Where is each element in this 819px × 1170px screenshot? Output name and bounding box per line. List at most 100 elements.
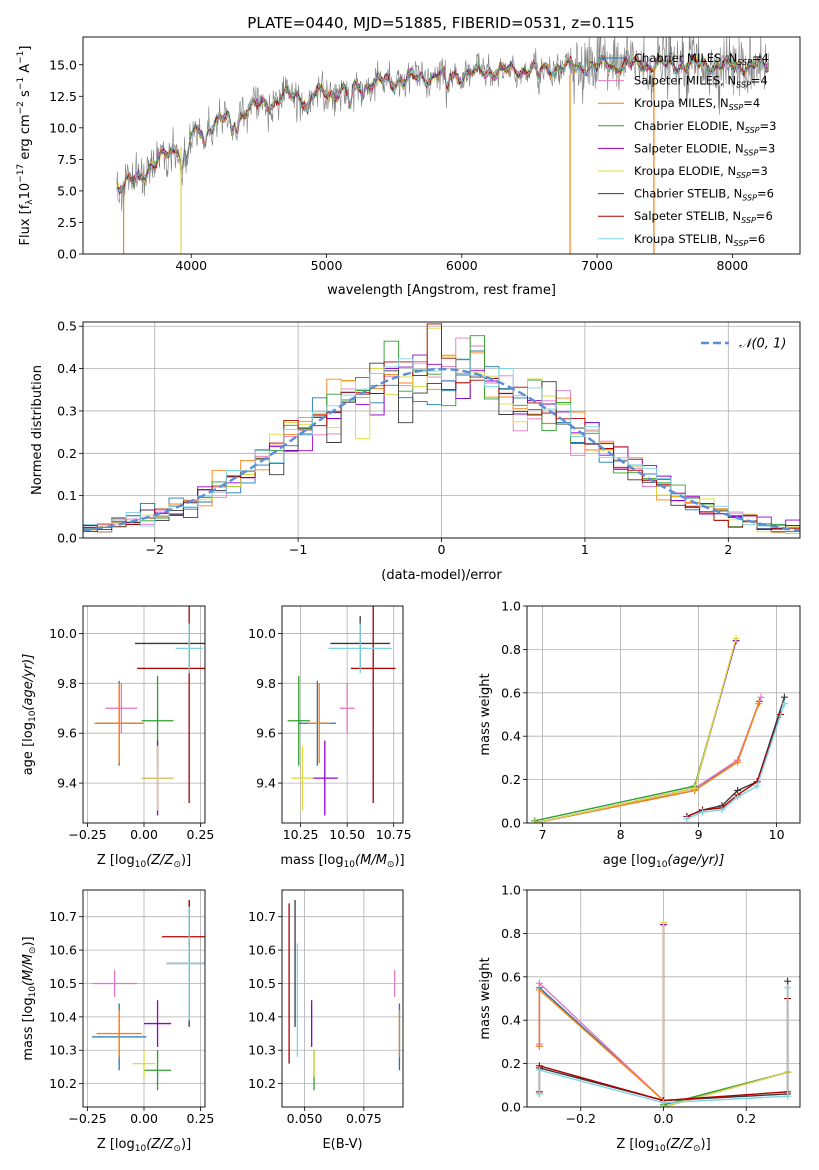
legend-label-kroupa-elodie: Kroupa ELODIE, NSSP=3	[634, 164, 768, 180]
weight-vs-age-line-kroupa-stelib	[686, 703, 786, 820]
residuals-xlabel: (data-model)/error	[381, 568, 502, 583]
legend-label-normal: 𝒩(0, 1)	[739, 337, 786, 352]
weight-vs-z-marker-kroupa-stelib	[660, 1099, 667, 1107]
legend-label-chabrier-stelib: Chabrier STELIB, NSSP=6	[634, 187, 774, 203]
legend-label-kroupa-stelib: Kroupa STELIB, NSSP=6	[634, 232, 765, 248]
age-vs-z-ytick-label: 9.6	[57, 726, 77, 741]
spectrum-lines	[116, 37, 770, 254]
weight-vs-age-marker-kroupa-stelib	[753, 782, 761, 790]
residuals-ytick-label: 0.0	[57, 531, 77, 546]
mass-vs-ebv-ytick-label: 10.5	[248, 976, 276, 991]
mass-vs-ebv-ytick-label: 10.6	[248, 943, 276, 958]
spectrum-ytick-label: 2.5	[57, 215, 77, 230]
spectrum-xtick-label: 6000	[446, 258, 478, 273]
residuals-ytick-label: 0.1	[57, 488, 77, 503]
weight-vs-z-marker-kroupa-miles	[535, 1042, 543, 1050]
mass-vs-z-ytick-label: 10.6	[49, 943, 77, 958]
spectrum-legend: Chabrier MILES, NSSP=4 Salpeter MILES, NS…	[598, 51, 776, 248]
weight-vs-age-marker-kroupa-stelib	[683, 815, 691, 823]
weight-vs-age-marker-kroupa-miles	[755, 700, 763, 708]
age-vs-z-ytick-label: 9.4	[57, 776, 77, 791]
legend-label-salpeter-stelib: Salpeter STELIB, NSSP=6	[634, 209, 773, 225]
age-vs-z-ytick-label: 10.0	[49, 626, 77, 641]
weight-vs-z-ytick-label: 0.0	[501, 1100, 521, 1115]
weight-vs-age-marker-kroupa-miles	[734, 758, 742, 766]
mass-vs-z-ytick-label: 10.7	[49, 909, 77, 924]
spectrum-ytick-label: 0.0	[57, 247, 77, 262]
residuals-xtick-label: 2	[724, 542, 732, 557]
age-vs-z-xtick-label: −0.25	[68, 827, 106, 842]
residuals-normal-curve	[83, 367, 800, 532]
mass-vs-z-xtick-label: −0.25	[68, 1111, 106, 1126]
weight-vs-age-marker-kroupa-elodie	[732, 635, 740, 643]
residuals-xtick-label: −2	[145, 542, 163, 557]
residuals-ylabel: Normed distribution	[30, 365, 45, 495]
weight-vs-z-ytick-label: 0.4	[501, 1013, 521, 1028]
weight-vs-age-line-salpeter-stelib	[686, 714, 782, 818]
spectrum-ylabel: Flux [fλ10−17 erg cm−2 s−1 A−1]	[16, 46, 35, 246]
age-vs-mass-xtick-label: 10.75	[376, 827, 412, 842]
mass-vs-ebv-ytick-label: 10.7	[248, 909, 276, 924]
legend-label-kroupa-miles: Kroupa MILES, NSSP=4	[634, 96, 760, 112]
mass-vs-z-errorbars	[92, 900, 205, 1091]
weight-vs-age-ylabel: mass weight	[478, 673, 493, 755]
age-vs-mass-xtick-label: 10.25	[283, 827, 319, 842]
weight-vs-z-marker-salpeter-miles	[535, 979, 543, 987]
mass-vs-z-ytick-label: 10.4	[49, 1009, 77, 1024]
weight-vs-z-marker-kroupa-stelib	[535, 1066, 543, 1074]
age-vs-mass-errorbars	[287, 606, 396, 816]
spectrum-ytick-label: 15.0	[49, 57, 77, 72]
weight-vs-age-line-salpeter-elodie	[534, 640, 737, 823]
weight-vs-age-frame	[526, 605, 801, 824]
weight-vs-z-ytick-label: 0.8	[501, 926, 521, 941]
weight-vs-age-marker-kroupa-stelib	[718, 806, 726, 814]
age-vs-mass-ytick-label: 9.4	[256, 776, 276, 791]
weight-vs-age-ytick-label: 0.6	[501, 685, 521, 700]
legend-label-chabrier-elodie: Chabrier ELODIE, NSSP=3	[634, 119, 776, 135]
residuals-axes: −2 −1 0 1 2 0.0 0.1 0.2 0.3 0.4 0.5	[57, 319, 800, 557]
age-vs-z-xlabel: Z [log10(Z/Z⊙)]	[97, 853, 191, 870]
residuals-hist	[83, 323, 800, 538]
mass-vs-ebv-ytick-label: 10.4	[248, 1009, 276, 1024]
spectrum-ytick-label: 5.0	[57, 183, 77, 198]
weight-vs-age-ytick-label: 0.0	[501, 816, 521, 831]
mass-vs-ebv-errorbars	[288, 900, 401, 1091]
mass-vs-z-xlabel: Z [log10(Z/Z⊙)]	[97, 1137, 191, 1154]
mass-vs-z-ytick-label: 10.3	[49, 1043, 77, 1058]
weight-vs-age-line-kroupa-elodie	[534, 638, 737, 823]
weight-vs-age-lines	[531, 635, 788, 823]
age-vs-z-frame	[82, 605, 206, 824]
weight-vs-z-marker-kroupa-stelib	[535, 1090, 543, 1098]
spectrum-axes: 4000 5000 6000 7000 8000 0.0 2.5 5.0 7.5 10.0 12.5…	[49, 57, 748, 273]
legend-label-salpeter-miles: Salpeter MILES, NSSP=4	[634, 74, 768, 90]
spectrum-ytick-label: 12.5	[49, 89, 77, 104]
age-vs-z-errorbars	[94, 606, 205, 816]
weight-vs-age-marker-kroupa-stelib	[780, 700, 788, 708]
weight-vs-age-xtick-label: 10	[769, 827, 785, 842]
mass-vs-ebv-ytick-label: 10.3	[248, 1043, 276, 1058]
weight-vs-z-ytick-label: 1.0	[501, 883, 521, 898]
mass-vs-ebv-xtick-label: 0.050	[287, 1111, 323, 1126]
spectrum-xtick-label: 5000	[311, 258, 343, 273]
weight-vs-z-xtick-label: 0.0	[654, 1111, 674, 1126]
residuals-ytick-label: 0.4	[57, 361, 77, 376]
age-vs-mass-frame	[281, 605, 404, 824]
spectrum-xtick-label: 8000	[716, 258, 748, 273]
spectrum-xtick-label: 4000	[175, 258, 207, 273]
spectrum-ytick-label: 7.5	[57, 152, 77, 167]
residuals-ytick-label: 0.2	[57, 446, 77, 461]
weight-vs-age-marker-kroupa-elodie	[691, 784, 699, 792]
weight-vs-z-xtick-label: 0.2	[736, 1111, 756, 1126]
weight-vs-age-marker-kroupa-stelib	[734, 793, 742, 801]
weight-vs-z-marker-kroupa-stelib	[784, 1092, 792, 1100]
mass-vs-z-axes: −0.25 0.00 0.25 10.2 10.3 10.4 10.5 10.6 10.7	[49, 890, 214, 1126]
weight-vs-age-ytick-label: 0.8	[501, 642, 521, 657]
spectrum-ytick-label: 10.0	[49, 120, 77, 135]
figure-title: PLATE=0440, MJD=51885, FIBERID=0531, z=0…	[247, 14, 634, 32]
weight-vs-age-marker-kroupa-elodie	[531, 819, 539, 823]
age-vs-mass-ytick-label: 9.8	[256, 676, 276, 691]
age-vs-mass-xlabel: mass [log10(M/M⊙)]	[280, 853, 404, 870]
weight-vs-z-xlabel: Z [log10(Z/Z⊙)]	[616, 1137, 710, 1154]
weight-vs-z-marker-kroupa-elodie	[660, 919, 667, 927]
age-vs-mass-xtick-label: 10.50	[329, 827, 365, 842]
